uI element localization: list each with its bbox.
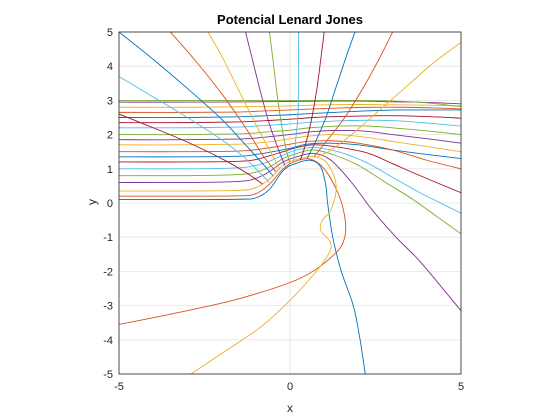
trajectory-line	[119, 134, 461, 153]
trajectory-line	[299, 32, 325, 161]
y-tick-label: -4	[103, 335, 113, 347]
trajectory-line	[119, 144, 461, 194]
y-tick-label: -2	[103, 266, 113, 278]
x-tick-label: -5	[114, 381, 124, 393]
trajectory-line	[313, 32, 394, 158]
trajectory-line	[269, 32, 291, 164]
trajectory-line	[207, 32, 281, 170]
trajectory-line	[119, 130, 461, 144]
trajectory-line	[119, 109, 461, 118]
y-axis-label: y	[85, 199, 99, 205]
y-tick-label: 4	[107, 61, 113, 73]
y-tick-label: 2	[107, 130, 113, 142]
trajectory-line	[119, 104, 461, 108]
y-tick-label: 3	[107, 95, 113, 107]
trajectory-line	[119, 158, 347, 325]
y-tick-label: -1	[103, 232, 113, 244]
axes-box	[118, 31, 462, 375]
trajectory-line	[119, 106, 461, 113]
trajectory-line	[119, 119, 461, 129]
trajectory-line	[306, 32, 356, 159]
trajectory-line	[292, 32, 300, 163]
y-tick-label: -3	[103, 301, 113, 313]
x-axis-label: x	[287, 401, 293, 415]
y-tick-label: -5	[103, 369, 113, 381]
ticks: -5 0 5 5 4 3 2 1 0 -1 -2 -3 -4 -5	[103, 27, 464, 393]
series-group	[119, 32, 461, 374]
trajectory-line	[119, 125, 461, 136]
trajectory-line	[119, 149, 461, 235]
y-tick-label: 5	[107, 27, 113, 39]
trajectory-line	[119, 76, 270, 183]
trajectory-line	[119, 140, 461, 170]
x-tick-label: 5	[458, 381, 464, 393]
trajectory-line	[119, 32, 274, 176]
chart-title: Potencial Lenard Jones	[217, 12, 363, 27]
trajectory-line	[119, 152, 461, 312]
y-tick-label: 0	[107, 198, 113, 210]
trajectory-line	[169, 32, 277, 173]
trajectory-line	[245, 32, 286, 166]
trajectory-line	[119, 159, 366, 374]
trajectory-line	[119, 113, 263, 185]
x-tick-label: 0	[287, 381, 293, 393]
trajectory-line	[119, 156, 337, 374]
trajectory-line	[119, 115, 461, 124]
trajectory-line	[317, 41, 461, 158]
y-tick-label: 1	[107, 164, 113, 176]
